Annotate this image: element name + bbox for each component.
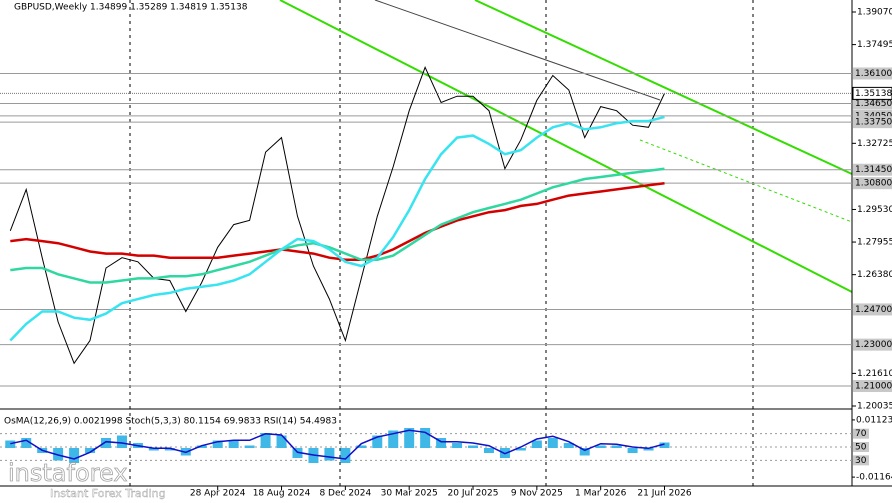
moving-average (10, 167, 665, 284)
osma-bar (21, 438, 32, 448)
x-tick-label: 18 Aug 2024 (253, 489, 311, 499)
osma-bar (404, 428, 415, 448)
level-label-box (853, 67, 892, 80)
y-tick-label: 1.20035 (857, 402, 892, 412)
osma-bar (595, 445, 606, 448)
x-tick-label: 9 Nov 2025 (511, 489, 563, 499)
osma-bar (196, 445, 207, 448)
level-label: 1.24700 (855, 305, 892, 315)
osma-bar (85, 448, 96, 453)
osma-bar (101, 438, 112, 448)
osma-bar (260, 433, 271, 448)
watermark-tagline: Instant Forex Trading (50, 487, 166, 500)
osma-bar (420, 428, 431, 448)
osma-bar (483, 448, 494, 453)
osma-bar (228, 440, 239, 448)
trend-line (279, 0, 853, 293)
y-tick-label: 1.26380 (857, 270, 892, 280)
osma-bar (515, 448, 526, 451)
indicator-tick-label: 30 (855, 456, 867, 466)
osma-bar (436, 438, 447, 448)
last-price-label: 1.35138 (855, 89, 892, 99)
trend-line (374, 0, 661, 101)
x-tick-label: 20 Jul 2025 (448, 489, 499, 499)
y2-tick-label: 0.011234 (856, 415, 892, 425)
level-label: 1.30800 (855, 179, 892, 189)
level-label-box (853, 97, 892, 110)
x-tick-label: 28 Apr 2024 (190, 489, 246, 499)
rsi-line (10, 429, 665, 460)
level-label: 1.34650 (855, 99, 892, 109)
indicator-tick-label: 50 (855, 443, 867, 453)
indicator-level-box (853, 428, 869, 439)
last-price-box (852, 86, 892, 100)
osma-bar (164, 448, 175, 451)
y-tick-label: 1.21610 (857, 369, 892, 379)
level-label: 1.31450 (855, 165, 892, 175)
x-tick-label: 21 Jun 2026 (637, 489, 691, 499)
y-tick-label: 1.29530 (857, 205, 892, 215)
osma-bar (563, 443, 574, 448)
level-label-box (853, 163, 892, 176)
moving-average (10, 181, 665, 262)
osma-bar (643, 448, 654, 451)
osma-bar (5, 440, 16, 448)
osma-bar (547, 438, 558, 448)
price-line (9, 65, 665, 365)
osma-bar (452, 443, 463, 448)
indicator-tick-label: 70 (855, 429, 867, 439)
watermark-brand: instaforex (8, 459, 128, 487)
level-label-box (853, 177, 892, 190)
chart-title: GBPUSD,Weekly 1.34899 1.35289 1.34819 1.… (14, 3, 248, 13)
level-label-box (853, 338, 892, 351)
indicator-level-box (853, 455, 869, 466)
level-label: 1.23000 (855, 340, 892, 350)
level-label-box (853, 380, 892, 393)
x-tick-label: 30 Mar 2025 (381, 489, 438, 499)
y-tick-label: 1.39070 (857, 8, 892, 18)
level-label: 1.21000 (855, 382, 892, 392)
osma-bar (212, 440, 223, 448)
osma-bar (324, 448, 335, 461)
osma-bar (627, 448, 638, 453)
osma-bar (388, 430, 399, 448)
y-tick-label: 1.37495 (857, 40, 892, 50)
x-tick-label: 8 Dec 2024 (319, 489, 371, 499)
level-label: 1.36100 (855, 69, 892, 79)
x-tick-label: 1 Mar 2026 (575, 489, 627, 499)
osma-bar (69, 448, 80, 463)
level-label-box (853, 116, 892, 129)
level-label: 1.33750 (855, 118, 892, 128)
osma-bar (356, 445, 367, 448)
moving-average (9, 115, 665, 342)
osma-bar (659, 442, 670, 448)
osma-bar (148, 448, 159, 451)
indicator-level-box (853, 442, 869, 452)
y-tick-label: 1.32725 (857, 139, 892, 149)
trend-line (474, 0, 853, 175)
osma-bar (579, 448, 590, 456)
osma-bar (531, 440, 542, 448)
y2-tick-label: -0.011642 (856, 473, 892, 483)
y-tick-label: 1.27955 (857, 238, 892, 248)
trend-lines (279, 0, 853, 293)
osma-bar (244, 445, 255, 448)
osma-bar (340, 448, 351, 463)
indicator-title: OsMA(12,26,9) 0.0021998 Stoch(5,3,3) 80.… (4, 417, 337, 427)
osma-bar (276, 435, 287, 448)
osma-bar (116, 435, 127, 448)
trend-line (639, 139, 853, 223)
osma-bar (372, 435, 383, 448)
level-label-box (853, 303, 892, 316)
osma-bar (611, 445, 622, 448)
osma-bar (468, 445, 479, 448)
